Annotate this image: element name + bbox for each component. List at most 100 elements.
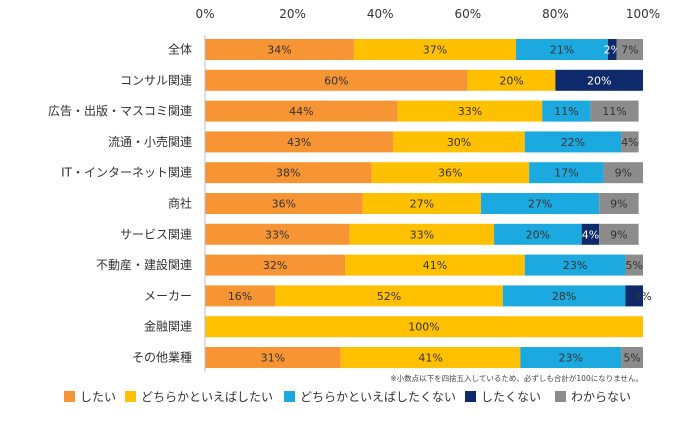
data-label: 9% xyxy=(610,228,627,241)
data-label: 20% xyxy=(499,74,523,87)
category-label: 金融関連 xyxy=(144,319,192,334)
bar-segment xyxy=(621,347,643,368)
bar-segment xyxy=(621,131,639,153)
data-label: 36% xyxy=(272,198,296,211)
bar-segment xyxy=(275,285,503,307)
legend-label: どちらかといえばしたい xyxy=(141,390,273,404)
data-label: 20% xyxy=(587,74,611,87)
bar-segment xyxy=(494,223,582,245)
bar-segment xyxy=(205,39,354,60)
bar-segment xyxy=(542,100,591,122)
data-label: 7% xyxy=(621,44,638,57)
data-label: 17% xyxy=(554,167,578,180)
bar-segment xyxy=(205,162,372,184)
legend-swatch xyxy=(284,391,295,402)
data-label: 43% xyxy=(287,136,311,149)
data-label: 4% xyxy=(634,290,651,303)
data-label: 4% xyxy=(621,136,638,149)
bar-segment xyxy=(205,316,643,338)
x-tick-label: 20% xyxy=(279,7,306,21)
bar-segment xyxy=(205,254,346,276)
bar-segment xyxy=(205,223,350,245)
data-label: 52% xyxy=(377,290,401,303)
legend-swatch xyxy=(555,391,566,402)
x-tick-label: 100% xyxy=(626,7,660,21)
data-label: 41% xyxy=(423,259,447,272)
data-label: 27% xyxy=(528,198,552,211)
data-label: 44% xyxy=(289,105,313,118)
data-label: 28% xyxy=(552,290,576,303)
bar-segment xyxy=(205,131,394,153)
bar-segment xyxy=(502,285,626,307)
category-label: 商社 xyxy=(168,196,192,211)
data-label: 38% xyxy=(276,167,300,180)
bar-segment xyxy=(515,39,608,60)
x-tick-label: 60% xyxy=(454,7,481,21)
data-label: 41% xyxy=(418,352,442,365)
bar-segment xyxy=(205,100,398,122)
category-label: コンサル関連 xyxy=(120,73,192,87)
data-label: 22% xyxy=(561,136,585,149)
legend-swatch xyxy=(64,391,75,402)
bar-segment xyxy=(599,193,639,214)
bar-segment xyxy=(205,193,363,214)
bar-segment xyxy=(362,193,481,214)
data-label: 23% xyxy=(559,352,583,365)
data-label: 32% xyxy=(263,259,287,272)
bar-segment xyxy=(349,223,495,245)
bar-segment xyxy=(524,131,622,153)
bar-segment xyxy=(205,285,276,307)
bar-segment xyxy=(603,162,643,184)
data-label: 23% xyxy=(563,259,587,272)
data-label: 11% xyxy=(602,105,626,118)
bar-segment xyxy=(393,131,525,153)
data-label: 34% xyxy=(267,44,291,57)
data-label: 33% xyxy=(410,228,434,241)
data-label: 31% xyxy=(261,352,285,365)
data-label: 37% xyxy=(423,44,447,57)
data-label: 30% xyxy=(447,136,471,149)
bar-segment xyxy=(340,347,521,368)
data-label: 60% xyxy=(324,74,348,87)
bar-segment xyxy=(616,39,643,60)
bar-segment xyxy=(625,285,643,307)
footnote: ※小数点以下を四捨五入しているため、必ずしも合計が100になりません。 xyxy=(390,373,643,383)
data-label: 5% xyxy=(626,259,643,272)
category-label: 流通・小売関連 xyxy=(108,134,192,149)
category-label: 全体 xyxy=(168,42,192,57)
legend-swatch xyxy=(125,391,136,402)
category-label: 広告・出版・マスコミ関連 xyxy=(48,104,192,118)
bar-segment xyxy=(520,347,622,368)
x-tick-label: 0% xyxy=(195,7,214,21)
data-label: 11% xyxy=(554,105,578,118)
bar-segment xyxy=(625,254,643,276)
bar-segment xyxy=(599,223,639,245)
data-label: 100% xyxy=(408,321,439,334)
bar-segment xyxy=(205,69,468,91)
bar-segment xyxy=(590,100,639,122)
data-label: 4% xyxy=(582,228,599,241)
legend-label: したい xyxy=(80,390,116,404)
data-label: 5% xyxy=(623,352,640,365)
legend-label: したくない xyxy=(481,390,541,404)
data-label: 36% xyxy=(438,167,462,180)
data-label: 33% xyxy=(458,105,482,118)
category-label: その他業種 xyxy=(132,351,192,365)
category-label: IT・インターネット関連 xyxy=(61,166,192,180)
legend-label: わからない xyxy=(571,390,631,404)
bar-segment xyxy=(529,162,604,184)
legend-swatch xyxy=(465,391,476,402)
category-label: 不動産・建設関連 xyxy=(96,257,192,272)
category-label: メーカー xyxy=(144,289,192,303)
data-label: 2% xyxy=(604,44,621,57)
bar-segment xyxy=(205,347,341,368)
x-tick-label: 40% xyxy=(367,7,394,21)
category-label: サービス関連 xyxy=(120,227,192,241)
data-label: 33% xyxy=(265,228,289,241)
bar-segment xyxy=(607,39,617,60)
data-label: 21% xyxy=(550,44,574,57)
data-label: 27% xyxy=(410,198,434,211)
data-label: 9% xyxy=(610,198,627,211)
